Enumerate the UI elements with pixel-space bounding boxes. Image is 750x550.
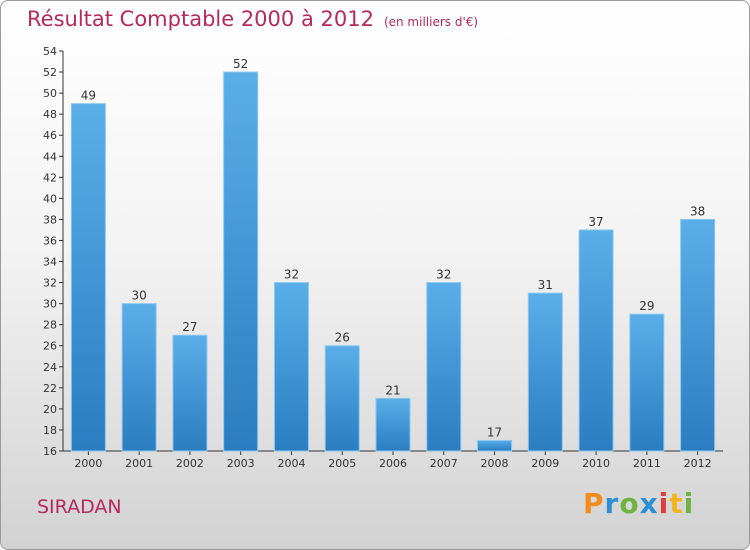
y-tick-label: 48 [43,108,57,121]
y-tick-label: 36 [43,234,57,247]
y-tick-label: 50 [43,87,57,100]
y-tick-label: 30 [43,298,57,311]
y-tick-label: 46 [43,129,57,142]
value-label-2004: 32 [284,268,299,282]
bar-2003 [223,71,259,452]
bar-2011 [629,313,665,452]
unit-label: (en milliers d'€) [383,15,479,29]
x-tick-label: 2008 [481,457,509,470]
bar-2008 [477,439,513,452]
value-label-2002: 27 [182,320,197,334]
bar-2000 [70,103,106,452]
value-label-2010: 37 [588,215,603,229]
y-tick-label: 22 [43,382,57,395]
chart-title-row: Résultat Comptable 2000 à 2012 (en millie… [27,7,478,31]
logo-letter: t [669,487,684,520]
value-label-2009: 31 [538,278,553,292]
bar-2001 [121,303,157,452]
bar-2004 [273,282,309,452]
logo-letter: o [619,487,640,520]
logo-letter: x [639,487,659,520]
logo-letter: i [658,487,670,520]
x-tick-label: 2002 [176,457,204,470]
x-tick-label: 2006 [379,457,407,470]
y-tick-label: 40 [43,192,57,205]
y-tick-label: 54 [43,45,57,58]
value-label-2006: 21 [385,383,400,397]
x-tick-label: 2012 [684,457,712,470]
value-label-2001: 30 [132,289,147,303]
y-tick-label: 44 [43,150,57,163]
value-label-2005: 26 [335,331,350,345]
x-tick-label: 2009 [531,457,559,470]
x-tick-label: 2003 [227,457,255,470]
y-tick-label: 16 [43,445,57,458]
bar-2010 [578,229,614,452]
bar-2006 [375,397,411,452]
x-tick-label: 2001 [125,457,153,470]
y-tick-label: 28 [43,319,57,332]
x-tick-label: 2000 [74,457,102,470]
value-label-2008: 17 [487,425,502,439]
logo-letter: r [604,487,620,520]
y-tick-label: 38 [43,213,57,226]
x-tick-label: 2011 [633,457,661,470]
y-tick-label: 18 [43,424,57,437]
city-name: SIRADAN [37,496,122,518]
x-tick-label: 2005 [328,457,356,470]
y-tick-label: 24 [43,361,57,374]
proxiti-logo: Proxiti [583,487,694,520]
bar-2012 [680,218,716,452]
value-label-2011: 29 [639,299,654,313]
bar-2002 [172,334,208,452]
chart-title: Résultat Comptable 2000 à 2012 [27,7,374,31]
bar-2005 [324,345,360,452]
y-tick-label: 32 [43,277,57,290]
value-label-2003: 52 [233,57,248,71]
y-tick-label: 20 [43,403,57,416]
value-label-2007: 32 [436,268,451,282]
x-tick-label: 2004 [277,457,305,470]
y-tick-label: 52 [43,66,57,79]
y-tick-label: 34 [43,256,57,269]
logo-letter: P [583,487,605,520]
x-tick-label: 2007 [430,457,458,470]
y-tick-label: 26 [43,340,57,353]
y-tick-label: 42 [43,171,57,184]
bar-2009 [527,292,563,452]
value-label-2012: 38 [690,204,705,218]
bar-2007 [426,282,462,452]
logo-letter: i [683,487,695,520]
value-label-2000: 49 [81,89,96,103]
x-tick-label: 2010 [582,457,610,470]
